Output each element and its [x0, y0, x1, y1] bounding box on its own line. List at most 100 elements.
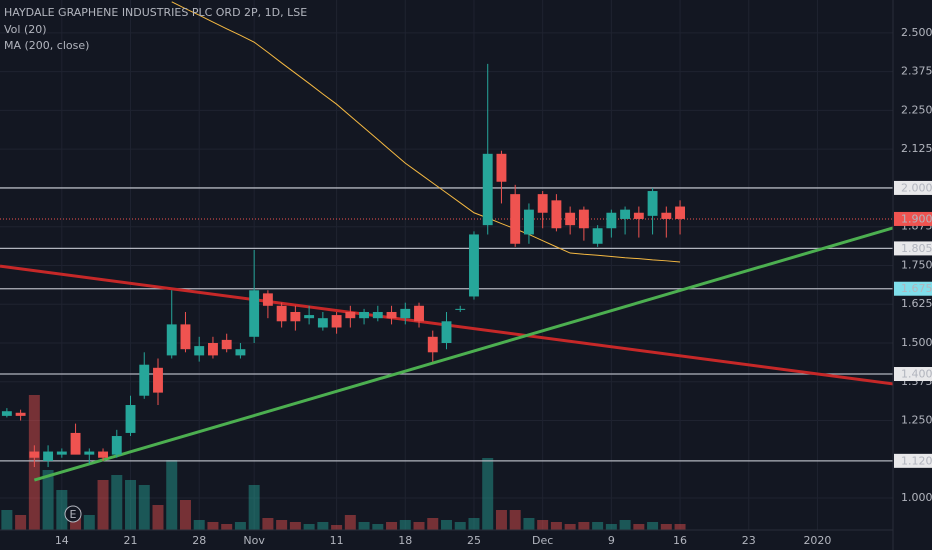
candle-body [482, 153, 493, 226]
volume-bar [550, 522, 562, 530]
volume-bar [97, 480, 109, 530]
volume-bar [111, 475, 123, 530]
candle-body [194, 346, 205, 356]
candle-body [1, 411, 12, 416]
candle-body [125, 405, 136, 433]
level-label: 2.000 [901, 181, 932, 194]
candle-body [276, 305, 287, 322]
volume-bar [179, 500, 191, 530]
volume-bar [303, 524, 315, 530]
volume-bar [372, 524, 384, 530]
candle-body [647, 191, 658, 216]
candle-body [166, 324, 177, 356]
x-tick-label: 25 [467, 534, 481, 547]
volume-bar [619, 520, 631, 530]
volume-bar [344, 515, 356, 530]
candle-body [414, 305, 424, 322]
level-label: 1.900 [901, 212, 932, 225]
candle-body [208, 342, 218, 356]
x-tick-label: 18 [398, 534, 412, 547]
y-tick-label: 2.125 [901, 142, 932, 155]
volume-bar [564, 524, 576, 530]
volume-bar [221, 524, 233, 530]
candle-body [221, 339, 232, 350]
x-tick-label: 21 [124, 534, 138, 547]
level-tag [894, 241, 932, 256]
candle-body [56, 451, 67, 455]
x-tick-label: Nov [243, 534, 265, 547]
volume-bar [413, 522, 425, 530]
volume-bar [647, 522, 659, 530]
level-label: 1.805 [901, 242, 932, 255]
volume-bar [592, 522, 604, 530]
ma-line [171, 1, 681, 263]
volume-bar [125, 480, 137, 530]
earnings-badge [64, 505, 82, 523]
candle-body [537, 194, 548, 213]
candle-body [359, 311, 370, 319]
volume-bar [674, 524, 686, 530]
candle-body [661, 212, 672, 219]
volume-bar [138, 485, 150, 530]
volume-bar [509, 510, 521, 530]
x-tick-label: 11 [330, 534, 344, 547]
volume-bar [427, 518, 439, 530]
indicator-label: MA (200, close) [4, 39, 89, 52]
candle-body [29, 451, 40, 458]
candle-body [455, 308, 466, 310]
candle-body [565, 212, 576, 226]
x-tick-label: 16 [673, 534, 687, 547]
volume-bar [537, 520, 549, 530]
chart-title: HAYDALE GRAPHENE INDUSTRIES PLC ORD 2P, … [4, 6, 307, 19]
level-tag [894, 367, 932, 382]
level-tag [894, 180, 932, 195]
candle-body [15, 412, 26, 416]
volume-bar [441, 520, 452, 530]
y-tick-label: 1.750 [901, 258, 932, 271]
volume-bar [399, 520, 411, 530]
volume-bar [358, 522, 370, 530]
candle-body [400, 308, 411, 319]
volume-bar [166, 460, 178, 530]
trend-line [33, 226, 894, 482]
candle-body [578, 209, 589, 229]
candle-body [345, 311, 356, 319]
volume-bar [248, 485, 260, 530]
candle-body [441, 321, 452, 343]
indicator-label: Vol (20) [4, 23, 47, 36]
volume-bar [454, 522, 466, 530]
candle-body [180, 324, 191, 350]
candle-body [469, 234, 479, 297]
candle-body [153, 367, 163, 393]
candle-body [235, 349, 246, 356]
y-tick-label: 2.500 [901, 26, 932, 39]
candle-body [304, 315, 315, 319]
y-tick-label: 1.500 [901, 336, 932, 349]
volume-bar [331, 525, 343, 530]
candle-body [675, 206, 685, 219]
volume-bar [468, 518, 480, 530]
volume-bar [289, 522, 301, 530]
x-tick-label: Dec [532, 534, 553, 547]
y-tick-label: 2.375 [901, 65, 932, 78]
volume-bar [495, 510, 507, 530]
volume-bar [523, 518, 535, 530]
volume-bar [83, 515, 95, 530]
candle-body [427, 336, 438, 353]
candle-body [331, 315, 342, 328]
candle-body [592, 228, 603, 244]
volume-bar [660, 524, 672, 530]
volume-bar [193, 520, 205, 530]
x-tick-label: 2020 [803, 534, 831, 547]
volume-bar [1, 510, 13, 530]
volume-bar [317, 522, 329, 530]
earnings-label: E [70, 508, 77, 521]
level-tag [894, 453, 932, 468]
level-label: 1.120 [901, 454, 932, 467]
volume-bar [234, 522, 246, 530]
volume-bar [262, 518, 274, 530]
candle-body [290, 311, 301, 322]
volume-bar [207, 522, 219, 530]
volume-bar [578, 522, 590, 530]
